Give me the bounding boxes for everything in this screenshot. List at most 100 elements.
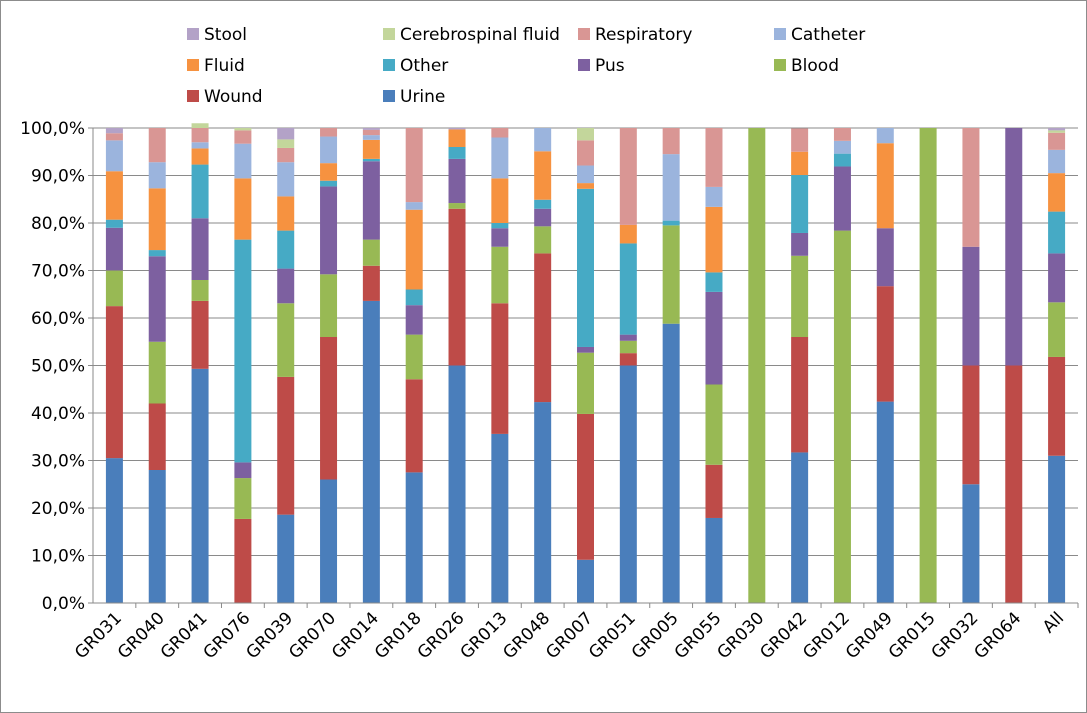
x-tick-label: GR049	[842, 608, 897, 663]
bar-segment-stool	[362, 128, 380, 130]
x-tick-label: GR051	[585, 608, 640, 663]
bar-segment-wound	[962, 365, 980, 485]
bar-segment-blood	[191, 280, 209, 301]
bar-segment-respiratory	[705, 128, 723, 187]
legend-swatch	[774, 59, 786, 71]
bar-segment-urine	[191, 368, 209, 603]
legend-item-respiratory: Respiratory	[578, 25, 692, 45]
x-tick-label: GR055	[671, 608, 726, 663]
bar-segment-respiratory	[491, 128, 509, 138]
x-tick-label: GR013	[457, 608, 512, 663]
bar-segment-blood	[577, 352, 594, 414]
legend-item-cerebrospinal-fluid: Cerebrospinal fluid	[383, 25, 560, 45]
bar-segment-pus	[191, 218, 209, 280]
legend-label: Other	[400, 56, 448, 76]
y-tick-labels: 0,0% 10,0% 20,0% 30,0% 40,0% 50,0% 60,0% 70,0% 8…	[20, 119, 85, 614]
bar-segment-catheter	[577, 165, 594, 184]
bar-segment-blood	[1048, 302, 1066, 357]
bar-segment-catheter	[191, 142, 209, 149]
bar-segment-fluid	[577, 183, 594, 189]
bar-segment-catheter	[362, 135, 380, 140]
bar-segment-pus	[1005, 128, 1023, 366]
bar-segment-urine	[362, 300, 380, 603]
bar-segment-other	[619, 243, 637, 335]
bar-segment-pus	[234, 462, 252, 479]
bar-segment-fluid	[491, 178, 509, 223]
bar-segment-fluid	[1048, 173, 1066, 212]
bar-segment-other	[534, 199, 552, 209]
bar-segment-pus	[405, 305, 423, 335]
x-tick-label: GR007	[542, 608, 597, 663]
x-tick-labels: GR031GR040GR041GR076GR039GR070GR014GR018…	[71, 608, 1068, 663]
bar-segment-other	[662, 220, 680, 226]
bar-segment-blood	[662, 225, 680, 324]
bar-segment-blood	[448, 203, 466, 209]
x-tick-label: GR031	[71, 608, 126, 663]
bar-segment-urine	[534, 402, 552, 603]
bar-segment-wound	[705, 464, 723, 518]
bar-segment-other	[362, 158, 380, 162]
bar-segment-other	[705, 272, 723, 292]
bar-segment-fluid	[705, 206, 723, 273]
bar-segment-pus	[491, 228, 509, 247]
bar-segment-cerebrospinal-fluid	[277, 139, 295, 148]
legend-label: Catheter	[791, 25, 865, 45]
legend-label: Blood	[791, 56, 839, 76]
bar-segment-blood	[705, 384, 723, 465]
bar-segment-wound	[320, 337, 338, 480]
bar-segment-catheter	[1048, 149, 1066, 174]
bar-segment-other	[577, 188, 594, 347]
bar-segment-pus	[148, 256, 166, 342]
bar-segment-fluid	[277, 196, 295, 231]
bar-segment-stool	[277, 128, 295, 140]
legend-item-catheter: Catheter	[774, 25, 865, 45]
bar-segment-pus	[791, 232, 809, 256]
bar-segment-wound	[491, 303, 509, 434]
bar-segment-blood	[919, 128, 937, 603]
bar-segment-pus	[1048, 253, 1066, 303]
bar-segment-blood	[277, 303, 295, 377]
bar-segment-urine	[277, 514, 295, 603]
bar-segment-fluid	[105, 171, 123, 220]
legend-label: Stool	[204, 25, 247, 45]
bar-segment-fluid	[320, 163, 338, 181]
bar-segment-urine	[405, 472, 423, 603]
bars	[105, 123, 1066, 603]
legend-item-wound: Wound	[187, 87, 263, 107]
bar-segment-cerebrospinal-fluid	[1048, 130, 1066, 133]
bar-segment-pus	[105, 227, 123, 271]
legend-item-blood: Blood	[774, 56, 839, 76]
bar-segment-wound	[791, 337, 809, 453]
y-tick-label: 100,0%	[20, 119, 85, 139]
bar-segment-wound	[448, 208, 466, 366]
bar-segment-pus	[320, 186, 338, 275]
bar-segment-wound	[876, 286, 894, 402]
bar-segment-wound	[619, 353, 637, 366]
bar-segment-fluid	[876, 143, 894, 229]
y-tick-label: 80,0%	[31, 214, 85, 234]
bar-segment-stool	[105, 128, 123, 134]
legend-swatch	[578, 59, 590, 71]
bar-segment-catheter	[833, 140, 851, 154]
bar-segment-other	[105, 219, 123, 228]
y-tick-label: 70,0%	[31, 262, 85, 282]
x-tick-label: GR039	[242, 608, 297, 663]
x-tick-label: GR015	[885, 608, 940, 663]
x-tick-label: GR070	[285, 608, 340, 663]
bar-segment-other	[320, 180, 338, 187]
bar-segment-pus	[448, 158, 466, 204]
axes	[88, 127, 1079, 608]
bar-segment-blood	[148, 341, 166, 404]
bar-segment-blood	[491, 246, 509, 304]
bar-segment-cerebrospinal-fluid	[234, 128, 252, 131]
legend-item-other: Other	[383, 56, 448, 76]
bar-segment-blood	[619, 340, 637, 354]
bar-segment-pus	[277, 268, 295, 304]
legend-label: Respiratory	[595, 25, 692, 45]
x-tick-label: GR040	[114, 608, 169, 663]
bar-segment-urine	[876, 401, 894, 603]
legend-item-pus: Pus	[578, 56, 625, 76]
bar-segment-respiratory	[362, 129, 380, 136]
bar-segment-cerebrospinal-fluid	[577, 128, 594, 141]
